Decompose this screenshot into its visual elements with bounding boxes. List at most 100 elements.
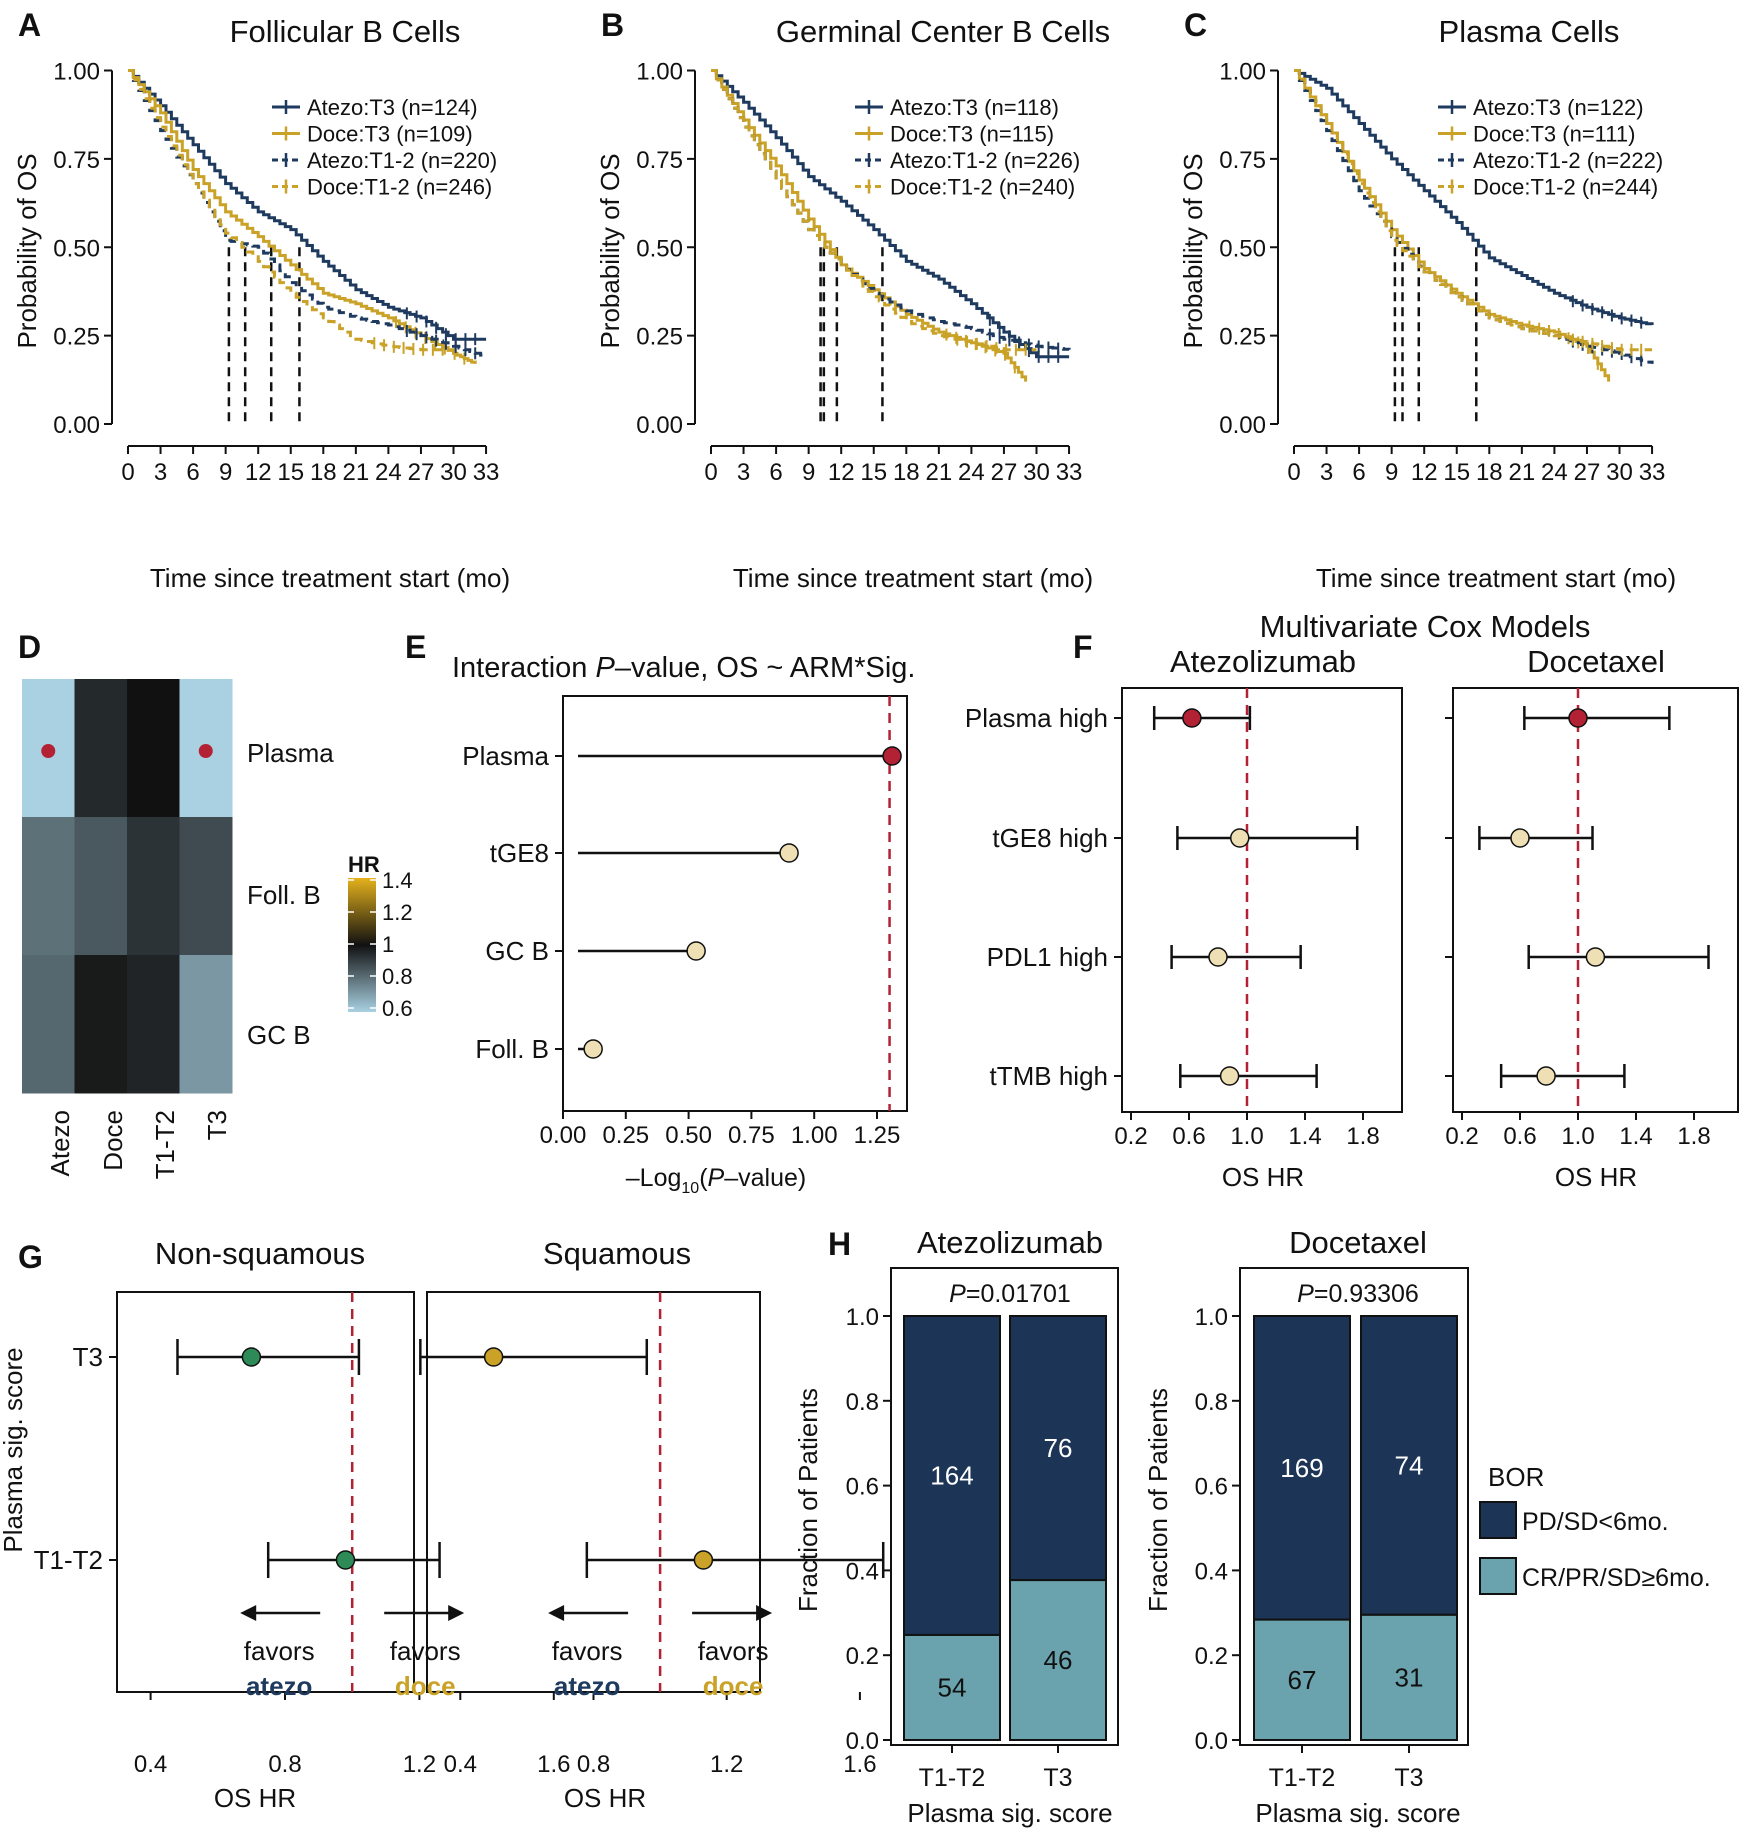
x-tick-label: T1-T2: [919, 1764, 986, 1792]
hr-point: [335, 1550, 356, 1570]
plot-frame: [1121, 687, 1403, 1113]
x-tick-label: 30: [1606, 459, 1633, 486]
x-tick-label: 24: [1541, 459, 1568, 486]
p-value-label: P=0.93306: [1297, 1280, 1419, 1308]
bar-cr-segment: [1009, 1579, 1107, 1741]
favors-atezo-label: atezo: [554, 1671, 620, 1701]
y-tick-label: 0.8: [846, 1389, 879, 1416]
lollipop-point: [779, 843, 799, 863]
x-tick-label: 0.8: [577, 1751, 610, 1778]
colorbar-tick-label: 1: [382, 932, 394, 957]
lollipop-label: tGE8: [490, 838, 549, 868]
x-tick-label: 0.8: [268, 1751, 301, 1778]
hr-point: [1585, 947, 1606, 967]
km-panel-c: C Plasma Cells Probability of OS Time si…: [1178, 7, 1676, 593]
legend-label: Atezo:T3 (n=124): [307, 95, 478, 120]
subpanel-title: Docetaxel: [1289, 1225, 1427, 1260]
panel-title: Follicular B Cells: [230, 14, 461, 49]
lollipop-panel: E Interaction P–value, OS ~ ARM*Sig. Pla…: [405, 629, 915, 1197]
legend-label: Atezo:T3 (n=118): [890, 95, 1059, 120]
legend-label: PD/SD<6mo.: [1522, 1508, 1669, 1536]
y-tick-label: 1.00: [636, 59, 683, 86]
hr-point: [1208, 947, 1228, 967]
bar-cr-segment: [903, 1633, 1001, 1742]
x-tick-label: 1.2: [403, 1751, 436, 1778]
lollipop-point: [882, 746, 902, 766]
favors-doce-label: doce: [703, 1671, 764, 1701]
x-tick-label: 1.8: [1677, 1123, 1710, 1150]
cox-row-label: tTMB high: [990, 1061, 1109, 1091]
panel-letter: H: [828, 1226, 851, 1262]
x-tick-label: 1.4: [1288, 1123, 1321, 1150]
plot-frame: [1452, 687, 1739, 1113]
heatmap-cell: [22, 955, 75, 1094]
hr-point: [1182, 708, 1202, 728]
heatmap-row-label: Foll. B: [247, 880, 321, 910]
arrow-head: [448, 1605, 465, 1621]
favors-atezo-label: atezo: [246, 1671, 312, 1701]
heatmap-cell: [179, 817, 233, 956]
y-tick-label: 0.75: [1219, 147, 1266, 174]
panel-letter: G: [18, 1239, 43, 1275]
x-tick-label: 12: [1411, 459, 1438, 486]
x-tick-label: 12: [828, 459, 855, 486]
x-tick-label: 1.25: [854, 1122, 901, 1149]
x-axis-label: OS HR: [1222, 1162, 1304, 1192]
x-tick-label: 21: [342, 459, 369, 486]
legend-label: Doce:T1-2 (n=240): [890, 175, 1075, 200]
y-tick-label: 0.25: [636, 324, 683, 351]
legend-label: Atezo:T1-2 (n=222): [1473, 148, 1663, 173]
hr-point: [1510, 828, 1530, 848]
y-axis-label: Probability of OS: [1178, 153, 1208, 348]
x-tick-label: 18: [1476, 459, 1503, 486]
x-tick-label: 15: [277, 459, 304, 486]
lollipop-point: [686, 941, 706, 961]
legend-label: CR/PR/SD≥6mo.: [1522, 1564, 1711, 1592]
favors-label: favors: [244, 1636, 315, 1666]
survival-curve-atezo-t3: [128, 69, 487, 341]
x-axis-label: OS HR: [564, 1783, 646, 1813]
y-axis-label: Probability of OS: [12, 153, 42, 348]
plot-frame: [1239, 1267, 1469, 1746]
x-tick-label: 3: [154, 459, 167, 486]
heatmap-cell: [22, 817, 75, 956]
hr-point: [1219, 1066, 1240, 1086]
arrow-head: [548, 1605, 565, 1621]
km-panel-a: A Follicular B Cells Probability of OS T…: [12, 7, 510, 593]
bor-panel: H Atezolizumab Docetaxel Fraction of Pat…: [793, 1225, 1711, 1828]
subgroup-row-label: T1-T2: [34, 1545, 103, 1575]
bar-cr-count: 54: [938, 1672, 967, 1702]
colorbar-tick-label: 0.8: [382, 964, 413, 989]
cox-row-label: PDL1 high: [987, 942, 1108, 972]
x-tick-label: 21: [925, 459, 952, 486]
panel-letter: D: [18, 629, 41, 665]
heatmap-cell: [127, 955, 180, 1094]
x-tick-label: 33: [1056, 459, 1083, 486]
p-value-label: P=0.01701: [949, 1280, 1071, 1308]
heatmap-colorbar: [348, 878, 376, 1012]
survival-curve-atezo-t12: [711, 69, 1071, 351]
x-tick-label: 30: [440, 459, 467, 486]
subgroup-panel: G Non-squamous Squamous Plasma sig. scor…: [0, 1236, 885, 1813]
x-tick-label: 0: [704, 459, 717, 486]
x-tick-label: 1.0: [1230, 1123, 1263, 1150]
y-tick-label: 1.00: [1219, 59, 1266, 86]
x-tick-label: 18: [310, 459, 337, 486]
significance-dot: [41, 744, 56, 758]
y-tick-label: 0.4: [846, 1558, 879, 1585]
x-tick-label: T3: [1043, 1764, 1072, 1792]
x-tick-label: T1-T2: [1269, 1764, 1336, 1792]
bar-pd-segment: [1253, 1315, 1351, 1621]
subpanel-title: Atezolizumab: [917, 1225, 1103, 1260]
bar-pd-segment: [903, 1315, 1001, 1636]
heatmap-panel: D Plasma Foll. B GC B Atezo Doce T1-T2 T…: [18, 629, 413, 1179]
cox-panel: F Multivariate Cox Models Atezolizumab D…: [965, 609, 1739, 1192]
bar-cr-count: 46: [1044, 1645, 1073, 1675]
x-axis-label: –Log10(P–value): [626, 1164, 806, 1197]
significance-dot: [198, 744, 213, 758]
favors-label: favors: [390, 1636, 461, 1666]
y-axis-label: Plasma sig. score: [0, 1347, 28, 1552]
survival-curve-atezo-t3: [711, 69, 1070, 359]
survival-curve-doce-t12: [1294, 69, 1653, 352]
arrow-head: [756, 1605, 773, 1621]
